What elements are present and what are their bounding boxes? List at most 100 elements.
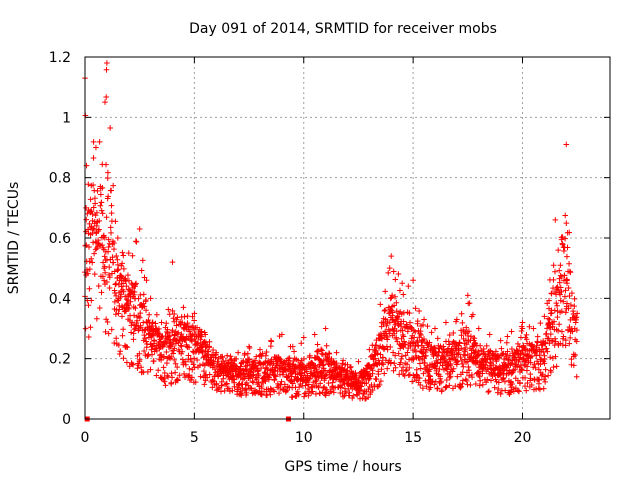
- data-point: [533, 342, 540, 349]
- data-point: [86, 286, 93, 292]
- data-point: [295, 391, 302, 398]
- data-point: [210, 347, 216, 353]
- data-point: [514, 387, 521, 394]
- data-point-peak: [497, 337, 504, 344]
- data-point: [186, 328, 193, 335]
- data-point: [422, 377, 429, 384]
- data-point: [476, 373, 483, 380]
- data-point: [350, 393, 357, 399]
- data-point: [133, 280, 139, 287]
- data-point: [567, 335, 573, 341]
- data-point: [393, 299, 400, 306]
- data-point: [490, 351, 497, 358]
- data-point: [379, 336, 385, 342]
- data-point: [264, 366, 271, 373]
- data-point: [509, 346, 515, 352]
- data-point: [409, 378, 415, 385]
- data-point: [548, 290, 555, 297]
- data-point: [479, 370, 486, 377]
- data-point: [164, 360, 170, 366]
- data-point: [347, 364, 353, 371]
- data-point: [324, 386, 330, 393]
- data-point: [192, 379, 199, 385]
- data-point: [551, 318, 557, 325]
- data-point: [243, 367, 250, 374]
- data-point: [523, 387, 529, 394]
- data-point-peak: [322, 325, 329, 332]
- data-point: [117, 348, 124, 354]
- data-point: [536, 352, 543, 358]
- data-point: [503, 364, 509, 370]
- data-point: [369, 367, 376, 374]
- data-point: [224, 386, 231, 392]
- data-point: [309, 383, 315, 390]
- data-point: [101, 235, 108, 241]
- data-point: [537, 320, 544, 326]
- data-point: [289, 394, 296, 401]
- data-point: [290, 380, 296, 387]
- data-point: [566, 340, 573, 347]
- data-point: [454, 358, 460, 365]
- data-point-peak: [268, 337, 274, 344]
- data-point: [312, 378, 319, 385]
- data-point: [404, 361, 410, 368]
- data-point: [414, 318, 421, 324]
- data-point: [567, 269, 574, 276]
- data-point: [405, 283, 412, 289]
- data-point: [420, 370, 427, 377]
- data-point: [133, 239, 140, 245]
- data-point: [558, 288, 565, 295]
- data-point: [305, 386, 311, 392]
- data-point: [373, 376, 380, 382]
- data-point: [116, 351, 123, 357]
- data-point: [194, 340, 201, 347]
- data-point: [341, 376, 348, 382]
- data-point: [558, 236, 565, 243]
- data-point: [502, 378, 508, 385]
- data-point: [248, 385, 255, 392]
- data-point-peak: [530, 325, 537, 332]
- data-point: [168, 354, 175, 360]
- data-point: [561, 272, 568, 279]
- data-point: [198, 333, 205, 340]
- data-point: [404, 349, 411, 356]
- data-point: [378, 366, 385, 373]
- data-point: [116, 342, 122, 348]
- data-point: [87, 196, 94, 203]
- data-point: [199, 350, 206, 356]
- data-point: [391, 331, 398, 337]
- data-point: [146, 311, 152, 318]
- data-point: [389, 292, 395, 299]
- data-point: [168, 370, 175, 377]
- data-point: [562, 342, 569, 349]
- data-point: [169, 327, 176, 334]
- data-point-peak: [366, 346, 373, 353]
- data-point: [276, 390, 282, 396]
- data-point: [446, 341, 453, 348]
- data-point: [105, 248, 111, 255]
- data-point: [488, 377, 494, 384]
- data-point-peak: [432, 325, 438, 332]
- data-point: [391, 302, 397, 309]
- data-point: [504, 339, 510, 346]
- data-point: [498, 345, 505, 352]
- data-point: [96, 226, 102, 233]
- data-point: [557, 291, 563, 298]
- data-point: [387, 295, 394, 302]
- data-point: [570, 311, 577, 317]
- data-point: [452, 383, 459, 389]
- data-point: [424, 323, 431, 329]
- data-point: [259, 350, 266, 357]
- data-point: [458, 358, 465, 364]
- data-point: [399, 343, 405, 349]
- data-point: [534, 358, 540, 365]
- y-tick-label: 0: [62, 412, 71, 428]
- data-point: [564, 244, 571, 251]
- data-point: [126, 277, 132, 284]
- x-tick-label: 10: [295, 430, 313, 446]
- data-point: [229, 387, 236, 394]
- data-point: [141, 332, 148, 338]
- data-point: [431, 381, 438, 388]
- data-point: [218, 388, 224, 395]
- data-point: [431, 344, 437, 351]
